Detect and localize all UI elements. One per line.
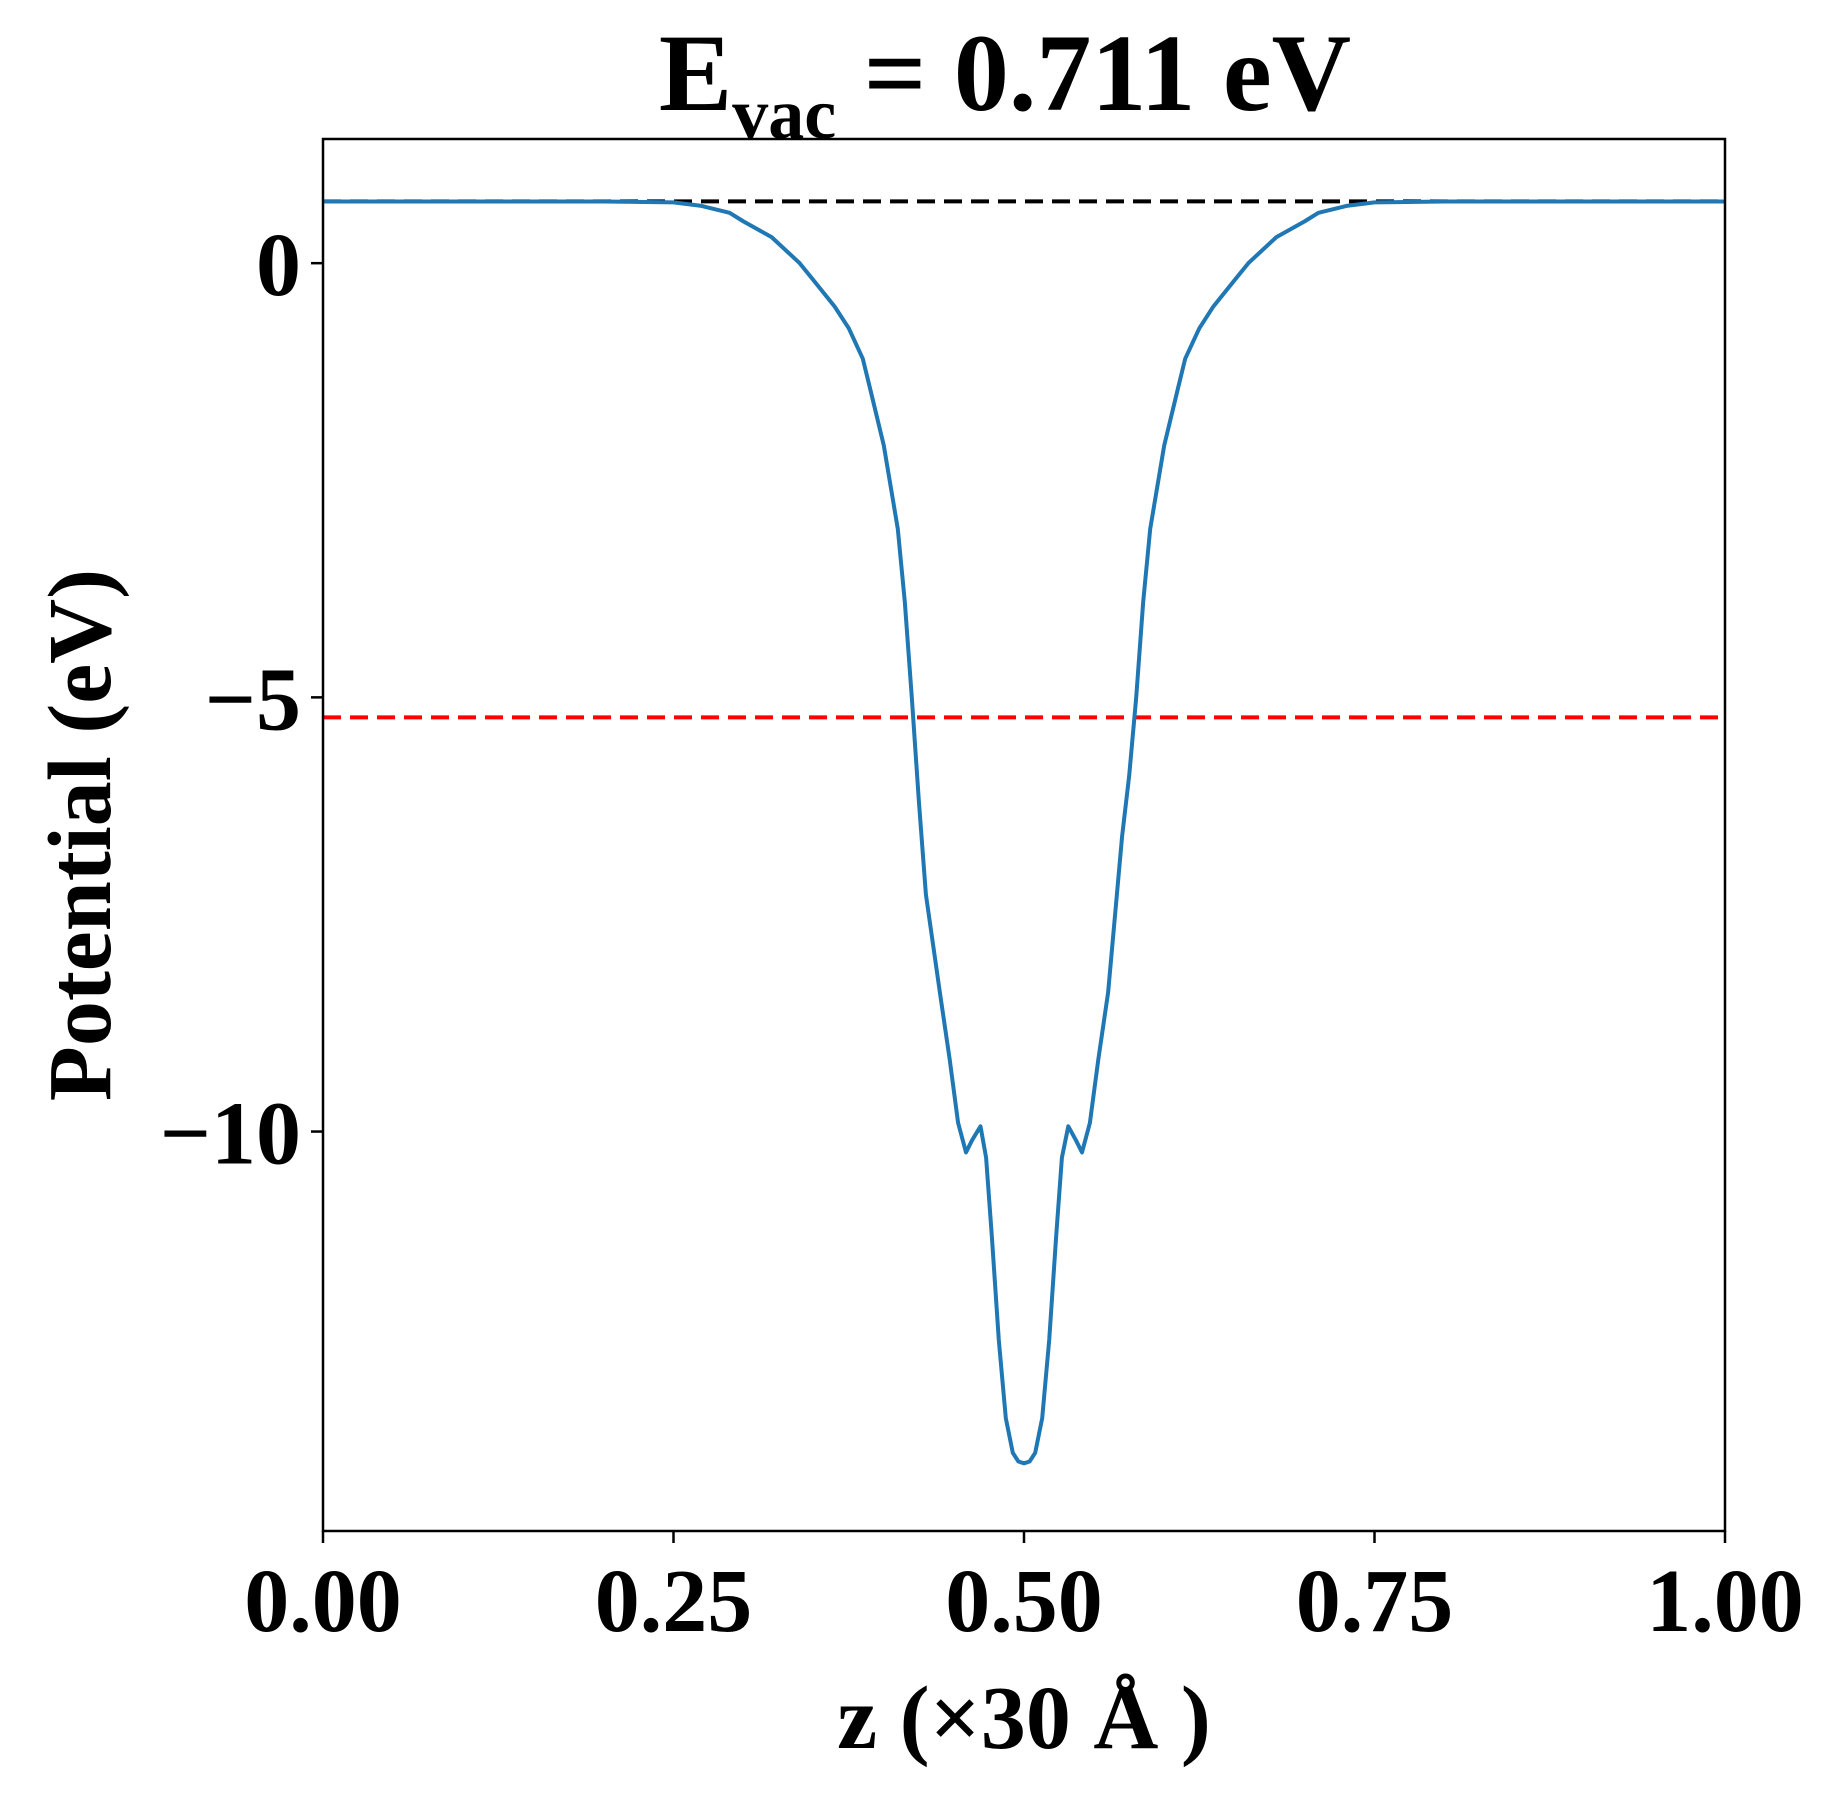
x-axis-label: z (×30 Å ) bbox=[837, 1669, 1211, 1768]
y-tick-label: −10 bbox=[160, 1085, 301, 1184]
x-tick-label: 0.00 bbox=[244, 1552, 402, 1651]
x-tick-label: 0.25 bbox=[595, 1552, 753, 1651]
x-tick-label: 0.75 bbox=[1296, 1552, 1454, 1651]
potential-curve bbox=[323, 199, 1725, 1466]
y-tick-label: 0 bbox=[256, 216, 301, 315]
y-axis-label: Potential (eV) bbox=[31, 569, 130, 1101]
plot-frame bbox=[321, 137, 1727, 1533]
x-tick-label: 0.50 bbox=[945, 1552, 1103, 1651]
y-tick-label: −5 bbox=[205, 650, 301, 749]
x-tick-label: 1.00 bbox=[1646, 1552, 1804, 1651]
chart-title: Evac = 0.711 eV bbox=[659, 12, 1351, 154]
title-subscript: vac bbox=[732, 74, 836, 154]
title-rest: = 0.711 eV bbox=[836, 12, 1351, 134]
title-main: E bbox=[659, 12, 732, 134]
